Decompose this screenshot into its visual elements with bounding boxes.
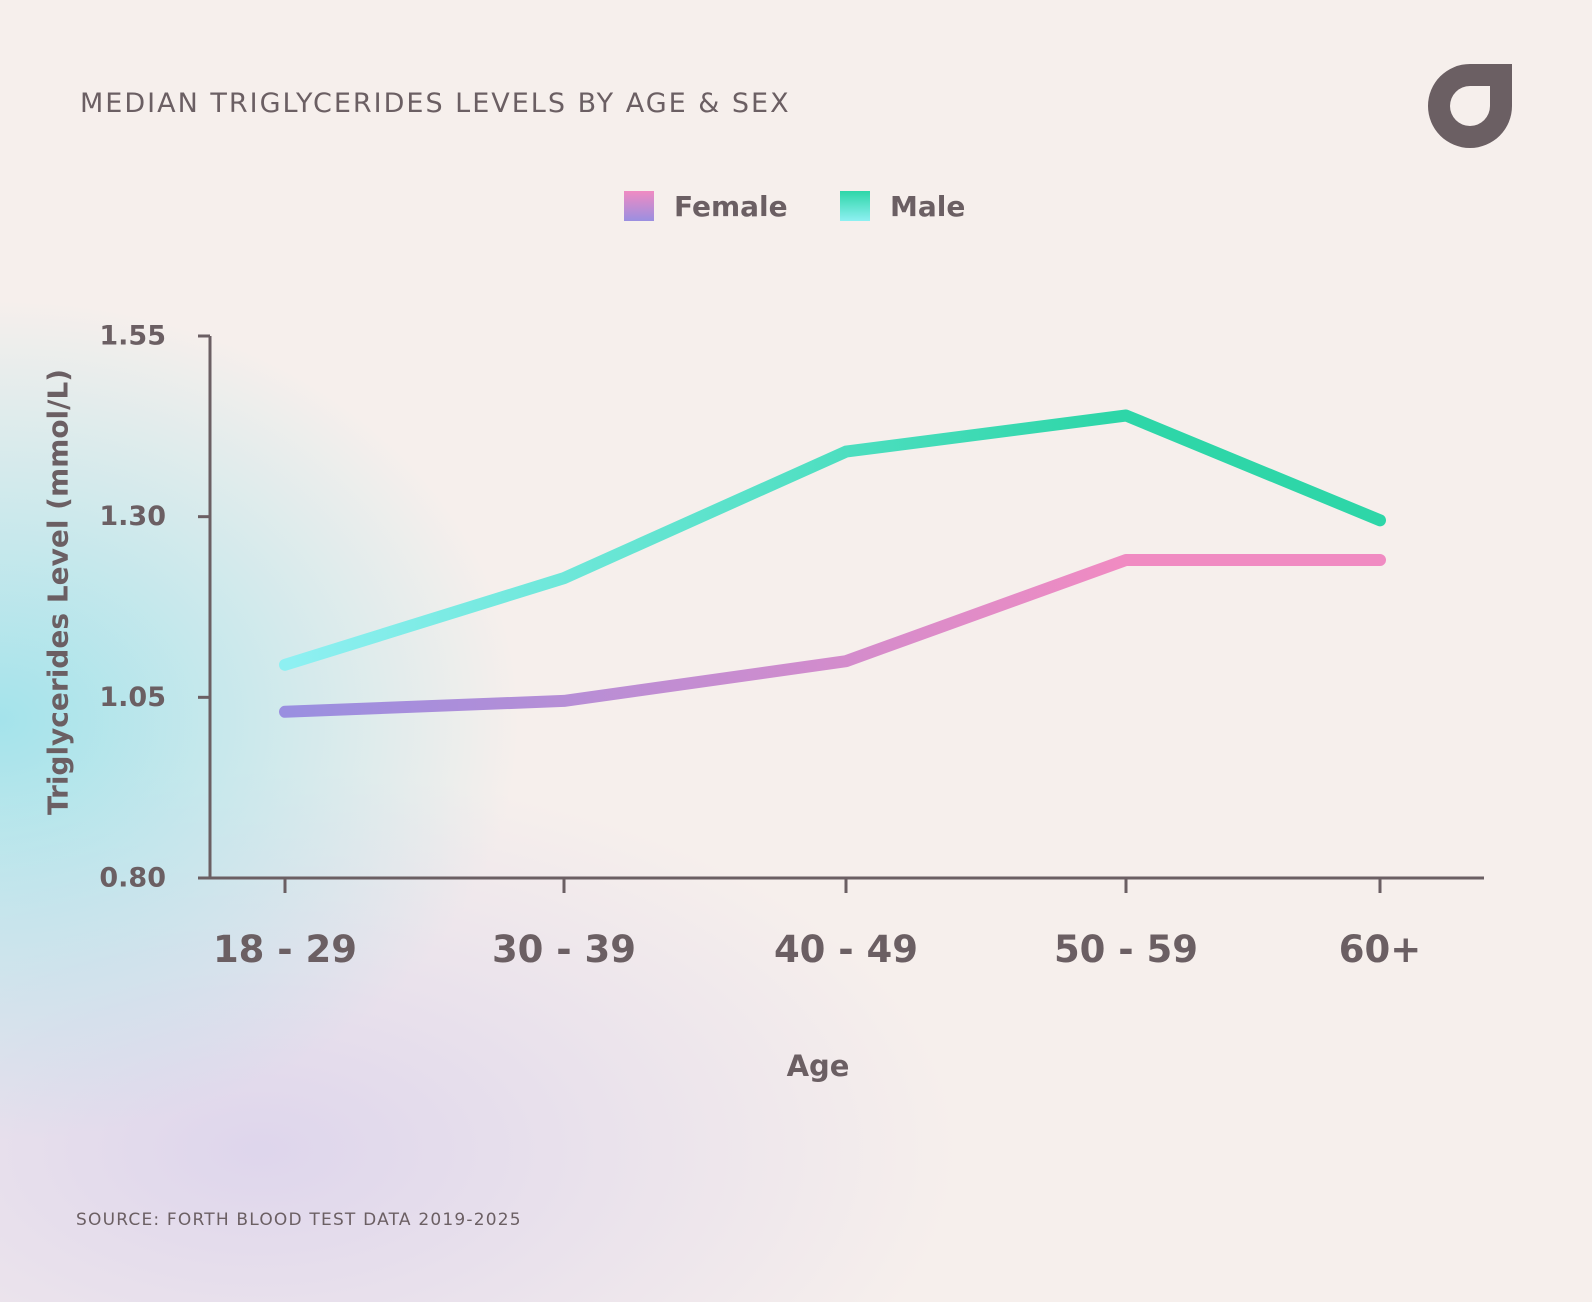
y-tick-label: 1.55	[99, 321, 166, 352]
legend-swatch-female	[624, 191, 654, 221]
y-axis-title: Triglycerides Level (mmol/L)	[41, 368, 75, 816]
x-tick-label: 40 - 49	[774, 928, 918, 971]
drop-logo-icon	[1428, 64, 1512, 148]
x-axis-title: Age	[786, 1049, 850, 1083]
x-tick-label: 18 - 29	[213, 928, 357, 971]
chart-title: MEDIAN TRIGLYCERIDES LEVELS BY AGE & SEX	[80, 88, 791, 119]
legend-label-male: Male	[890, 189, 966, 223]
legend-label-female: Female	[674, 189, 788, 223]
logo-shape	[1428, 64, 1512, 148]
source-note: SOURCE: FORTH BLOOD TEST DATA 2019-2025	[76, 1210, 522, 1230]
y-tick-label: 0.80	[99, 863, 166, 894]
legend-item-male: Male	[840, 186, 965, 226]
x-tick-label: 60+	[1339, 928, 1422, 971]
legend-swatch-male	[840, 191, 870, 221]
series-line-male	[279, 409, 1386, 671]
x-tick-label: 50 - 59	[1054, 928, 1198, 971]
y-tick-label: 1.30	[99, 501, 166, 532]
y-tick-label: 1.05	[99, 682, 166, 713]
x-tick-label: 30 - 39	[492, 928, 636, 971]
series-line-female	[279, 554, 1386, 718]
legend-item-female: Female	[624, 186, 788, 226]
legend: Female Male	[0, 186, 1592, 226]
